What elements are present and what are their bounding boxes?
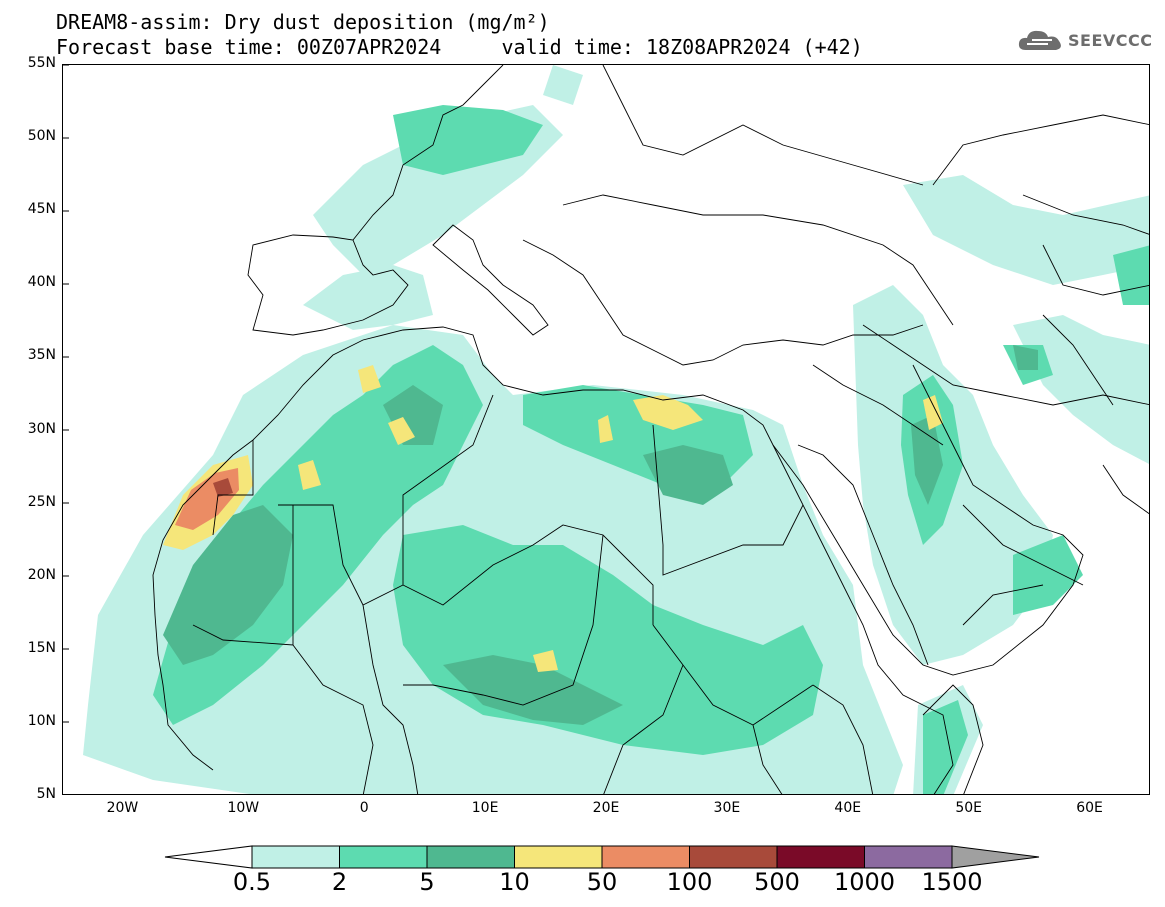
lat-grid-ticks xyxy=(63,65,69,723)
lon-label: 10E xyxy=(471,800,499,816)
map-title: DREAM8-assim: Dry dust deposition (mg/m²… xyxy=(56,10,550,34)
colorbar-level-label: 1000 xyxy=(833,868,896,896)
lat-label: 40N xyxy=(27,274,56,291)
dust-deposition-map xyxy=(62,64,1150,795)
colorbar-swatch xyxy=(339,845,428,869)
colorbar-swatch xyxy=(601,845,690,869)
colorbar-swatch xyxy=(689,845,778,869)
colorbar-level-label: 1500 xyxy=(921,868,983,896)
colorbar-swatch xyxy=(864,845,953,869)
lon-label: 20W xyxy=(106,800,139,816)
lat-label: 45N xyxy=(27,201,56,218)
seevccc-logo: SEEVCCC xyxy=(1018,28,1153,52)
lon-label: 60E xyxy=(1076,800,1103,816)
colorbar-swatch xyxy=(426,845,515,869)
colorbar-level-label: 50 xyxy=(586,868,618,896)
colorbar-swatch xyxy=(514,845,603,869)
colorbar-arrow-low xyxy=(164,845,253,869)
colorbar xyxy=(164,845,1040,869)
forecast-time-subtitle: Forecast base time: 00Z07APR2024 valid t… xyxy=(56,35,863,59)
map-canvas xyxy=(63,65,1149,794)
lat-label: 20N xyxy=(27,566,56,583)
lat-label: 35N xyxy=(27,347,56,364)
colorbar-level-label: 100 xyxy=(666,868,713,896)
colorbar-level-label: 5 xyxy=(419,868,435,896)
country-borders xyxy=(152,65,1149,794)
lat-label: 50N xyxy=(27,128,56,145)
lon-label: 40E xyxy=(834,800,862,816)
lat-label: 55N xyxy=(27,55,56,71)
lat-label: 30N xyxy=(27,420,56,437)
dust-shading xyxy=(83,65,1149,794)
cloud-icon xyxy=(1018,30,1061,50)
lat-label: 15N xyxy=(27,639,56,656)
colorbar-level-label: 500 xyxy=(754,868,800,896)
colorbar-level-label: 10 xyxy=(499,868,530,896)
colorbar-level-label: 0.5 xyxy=(232,868,272,896)
colorbar-swatch xyxy=(776,845,865,869)
lon-label: 50E xyxy=(955,800,982,816)
lat-label: 10N xyxy=(27,712,56,729)
colorbar-swatch xyxy=(251,845,340,869)
lat-label: 25N xyxy=(27,493,56,510)
colorbar-arrow-high xyxy=(951,845,1040,869)
lon-label: 0 xyxy=(359,800,369,816)
lat-label: 5N xyxy=(36,786,56,802)
lon-label: 20E xyxy=(592,800,620,816)
lon-label: 10W xyxy=(227,800,260,816)
logo-text: SEEVCCC xyxy=(1068,30,1153,50)
colorbar-level-label: 2 xyxy=(331,868,348,896)
lon-label: 30E xyxy=(713,800,741,816)
